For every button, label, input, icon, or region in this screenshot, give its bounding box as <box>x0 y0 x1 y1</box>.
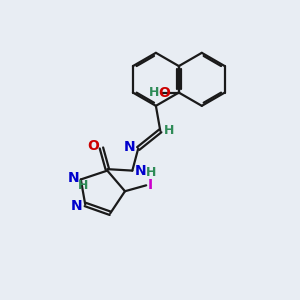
Text: N: N <box>124 140 136 154</box>
Text: H: H <box>164 124 174 137</box>
Text: N: N <box>135 164 146 178</box>
Text: N: N <box>68 171 79 185</box>
Text: I: I <box>148 178 153 192</box>
Text: H: H <box>149 86 160 99</box>
Text: O: O <box>158 85 170 100</box>
Text: O: O <box>87 140 99 154</box>
Text: N: N <box>71 199 83 213</box>
Text: H: H <box>146 166 156 178</box>
Text: H: H <box>78 179 88 192</box>
